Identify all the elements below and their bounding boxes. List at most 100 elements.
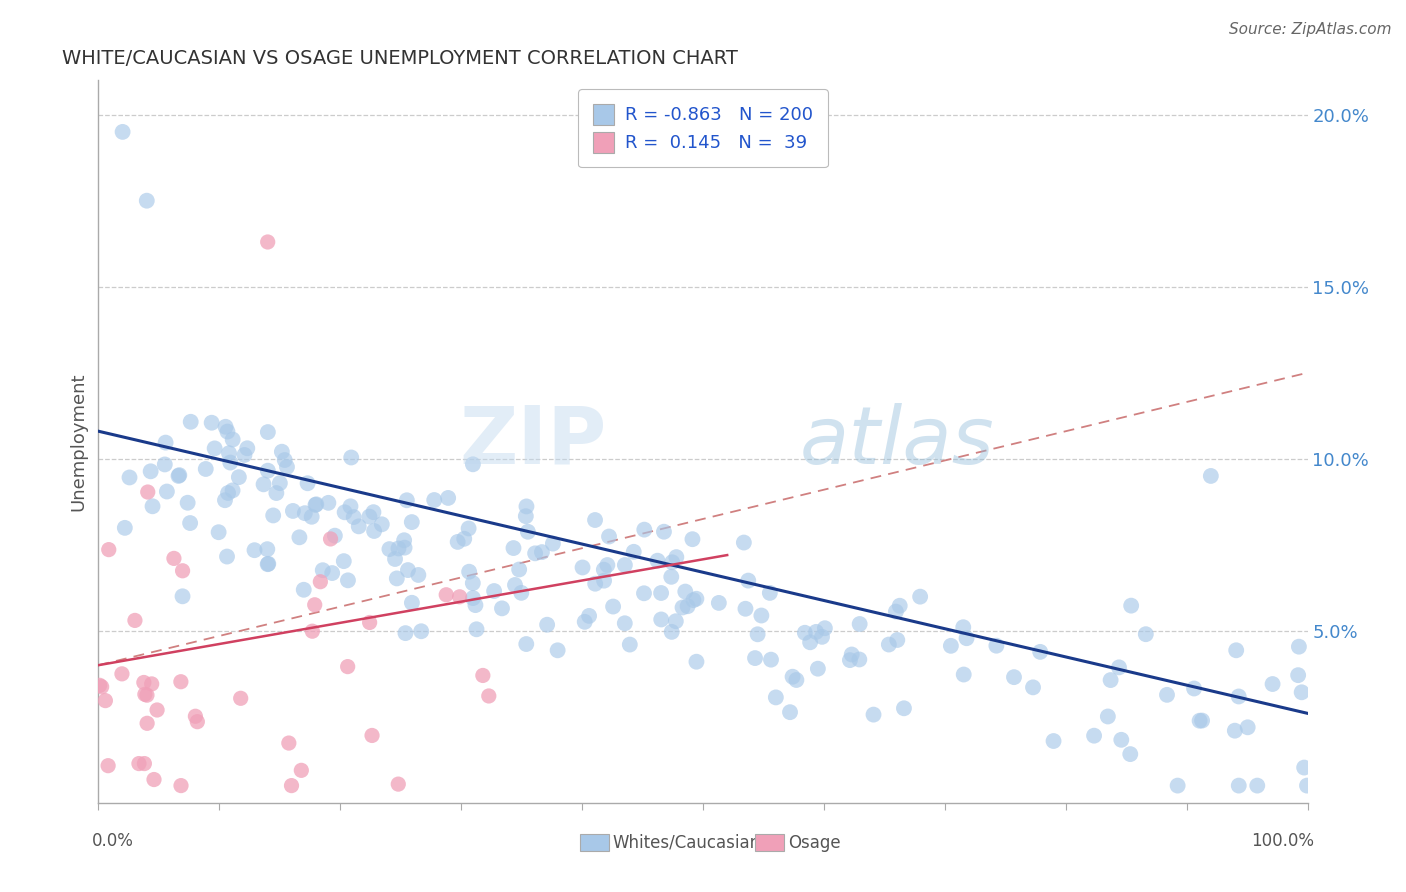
Point: [502, 541, 524, 555]
Point: [274, 453, 297, 467]
Point: [478, 689, 501, 703]
Point: [339, 500, 361, 514]
Point: [214, 493, 236, 508]
Point: [136, 716, 159, 731]
Point: [156, 484, 179, 499]
Point: [340, 450, 363, 465]
Point: [290, 764, 312, 778]
Point: [408, 568, 430, 582]
Point: [765, 690, 787, 705]
Point: [1029, 645, 1052, 659]
Point: [673, 584, 696, 599]
Point: [733, 535, 755, 549]
Point: [128, 756, 150, 771]
Text: atlas: atlas: [800, 402, 994, 481]
Bar: [755, 834, 785, 851]
Point: [986, 639, 1008, 653]
Point: [491, 601, 513, 615]
Point: [132, 675, 155, 690]
Point: [363, 524, 385, 538]
Point: [229, 691, 252, 706]
Point: [387, 777, 409, 791]
Point: [862, 707, 884, 722]
Text: Source: ZipAtlas.com: Source: ZipAtlas.com: [1229, 22, 1392, 37]
Point: [793, 625, 815, 640]
Point: [139, 464, 162, 478]
Point: [1156, 688, 1178, 702]
Point: [215, 549, 238, 564]
Point: [217, 425, 239, 439]
Point: [482, 584, 505, 599]
Point: [270, 444, 292, 458]
Y-axis label: Unemployment: Unemployment: [69, 372, 87, 511]
Text: 100.0%: 100.0%: [1250, 831, 1313, 850]
Point: [217, 486, 239, 500]
Point: [184, 709, 207, 723]
Point: [1111, 732, 1133, 747]
Point: [633, 586, 655, 600]
Point: [447, 535, 470, 549]
Point: [889, 599, 911, 613]
Point: [90, 680, 112, 694]
Point: [461, 458, 484, 472]
Point: [1294, 760, 1316, 774]
Point: [1083, 729, 1105, 743]
Point: [461, 576, 484, 591]
Point: [359, 615, 381, 630]
Point: [319, 532, 342, 546]
Point: [97, 542, 120, 557]
Point: [1227, 779, 1250, 793]
Point: [1099, 673, 1122, 687]
Point: [665, 550, 688, 565]
Point: [939, 639, 962, 653]
Point: [841, 648, 863, 662]
Point: [471, 668, 494, 682]
Point: [583, 513, 606, 527]
Point: [848, 617, 870, 632]
Point: [194, 462, 217, 476]
Point: [363, 505, 385, 519]
Point: [515, 637, 537, 651]
Text: Osage: Osage: [787, 833, 841, 852]
Point: [515, 509, 537, 524]
Point: [613, 558, 636, 572]
Point: [547, 643, 569, 657]
Point: [848, 652, 870, 666]
Point: [336, 574, 359, 588]
Point: [269, 476, 291, 491]
Point: [97, 758, 120, 772]
Point: [1236, 720, 1258, 734]
Legend: R = -0.863   N = 200, R =  0.145   N =  39: R = -0.863 N = 200, R = 0.145 N = 39: [578, 89, 828, 167]
Text: WHITE/CAUCASIAN VS OSAGE UNEMPLOYMENT CORRELATION CHART: WHITE/CAUCASIAN VS OSAGE UNEMPLOYMENT CO…: [62, 48, 738, 68]
Point: [392, 533, 415, 548]
Point: [280, 779, 302, 793]
Point: [172, 590, 194, 604]
Point: [304, 598, 326, 612]
Point: [221, 483, 243, 498]
Point: [186, 714, 208, 729]
Point: [288, 530, 311, 544]
Point: [1223, 723, 1246, 738]
Point: [652, 524, 675, 539]
Point: [886, 632, 908, 647]
Point: [89, 678, 111, 692]
Point: [1227, 690, 1250, 704]
Text: ZIP: ZIP: [458, 402, 606, 481]
Point: [207, 525, 229, 540]
Point: [214, 419, 236, 434]
Point: [170, 779, 193, 793]
Point: [458, 565, 481, 579]
Point: [650, 612, 672, 626]
Point: [343, 510, 366, 524]
Point: [799, 635, 821, 649]
Point: [304, 498, 326, 512]
Point: [613, 616, 636, 631]
Point: [685, 591, 707, 606]
Point: [592, 563, 614, 577]
Point: [574, 615, 596, 629]
Point: [136, 485, 159, 500]
Point: [593, 574, 616, 588]
Point: [387, 541, 409, 556]
Point: [1097, 709, 1119, 723]
Point: [378, 542, 401, 557]
